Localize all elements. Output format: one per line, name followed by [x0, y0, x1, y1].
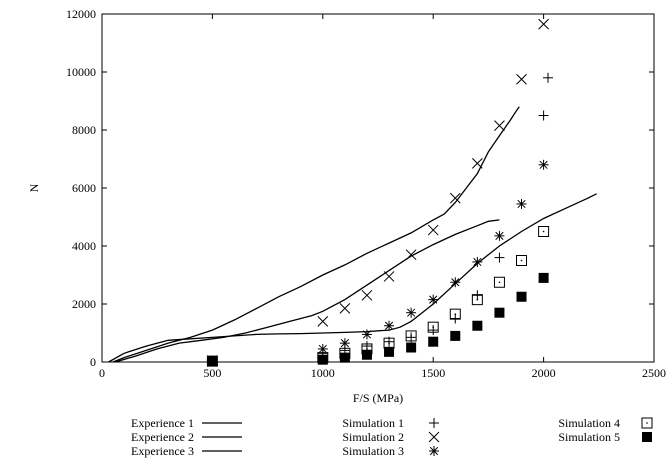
x-tick-label: 2000 — [532, 366, 556, 380]
simulation-2-point — [383, 271, 395, 282]
y-tick-label: 4000 — [72, 239, 96, 253]
simulation-5-point — [384, 346, 395, 357]
legend-label-experience-2: Experience 2 — [131, 430, 194, 444]
simulation-4-point — [427, 321, 439, 333]
simulation-1-point — [450, 313, 461, 324]
x-tick-label: 1500 — [421, 366, 445, 380]
simulation-2-point — [516, 73, 527, 85]
simulation-4-point — [405, 330, 417, 342]
legend-label-simulation-5: Simulation 5 — [558, 430, 620, 444]
simulation-3-point — [494, 230, 505, 241]
simulation-5-point — [339, 352, 350, 363]
simulation-3-point — [361, 329, 372, 340]
simulation-3-point — [472, 256, 483, 267]
simulation-2-point — [538, 18, 549, 30]
simulation-5-point — [207, 356, 218, 367]
simulation-1-point — [494, 252, 505, 263]
simulation-3-point — [450, 277, 461, 288]
simulation-5-point — [494, 307, 505, 318]
x-tick-label: 1000 — [311, 366, 335, 380]
simulation-5-point — [450, 330, 461, 341]
simulation-2-point — [339, 302, 351, 314]
plot-frame — [101, 13, 655, 363]
series-lines — [108, 106, 597, 363]
simulation-1-point — [543, 72, 554, 83]
legend-marker-simulation-4 — [641, 417, 653, 429]
experience-3-line — [108, 193, 597, 363]
simulation-3-point — [384, 320, 395, 331]
legend-label-simulation-4: Simulation 4 — [558, 416, 620, 430]
simulation-4-point — [471, 294, 483, 306]
y-tick-label: 10000 — [66, 65, 96, 79]
simulation-2-point — [472, 157, 483, 169]
y-tick-label: 6000 — [72, 181, 96, 195]
experience-1-line — [112, 106, 520, 363]
simulation-3-point — [428, 294, 439, 305]
x-tick-label: 500 — [203, 366, 221, 380]
legend-label-simulation-1: Simulation 1 — [342, 416, 404, 430]
simulation-3-point — [516, 198, 527, 209]
simulation-5-point — [428, 336, 439, 347]
x-tick-label: 2500 — [642, 366, 666, 380]
simulation-2-point — [405, 249, 417, 261]
simulation-5-point — [317, 354, 328, 365]
simulation-5-point — [361, 349, 372, 360]
y-tick-label: 0 — [90, 355, 96, 369]
legend-label-simulation-3: Simulation 3 — [342, 444, 404, 458]
simulation-3-point — [339, 338, 350, 349]
simulation-5-point — [538, 272, 549, 283]
series-points — [206, 18, 554, 367]
simulation-2-point — [317, 316, 329, 327]
simulation-2-point — [361, 289, 373, 301]
legend-marker-simulation-5 — [642, 432, 652, 442]
y-axis-label: N — [27, 183, 41, 192]
simulation-5-point — [406, 342, 417, 353]
simulation-2-point — [449, 192, 461, 204]
simulation-1-point — [538, 110, 549, 121]
simulation-2-point — [494, 120, 505, 132]
y-tick-label: 2000 — [72, 297, 96, 311]
legend-marker-simulation-1 — [429, 418, 439, 428]
simulation-3-point — [406, 307, 417, 318]
simulation-4-point — [516, 255, 528, 266]
simulation-1-point — [472, 290, 483, 301]
legend-marker-simulation-2 — [428, 431, 440, 443]
y-tick-label: 12000 — [66, 7, 96, 21]
legend-label-experience-3: Experience 3 — [131, 444, 194, 458]
simulation-5-point — [516, 291, 527, 302]
axis-ticks: 0 500 1000 1500 2000 2500 0 2000 4000 6000 8000 100… — [66, 7, 666, 380]
x-tick-label: 0 — [99, 366, 105, 380]
legend-label-experience-1: Experience 1 — [131, 416, 194, 430]
legend-marker-simulation-3 — [429, 446, 439, 456]
simulation-4-point — [538, 226, 550, 237]
legend-label-simulation-2: Simulation 2 — [342, 430, 404, 444]
simulation-5-point — [472, 320, 483, 331]
simulation-2-point — [427, 224, 439, 236]
simulation-3-point — [538, 159, 549, 170]
y-tick-label: 8000 — [72, 123, 96, 137]
simulation-4-point — [449, 308, 461, 320]
experience-2-line — [115, 219, 500, 363]
simulation-4-point — [493, 276, 505, 288]
x-axis-label: F/S (MPa) — [353, 391, 403, 405]
